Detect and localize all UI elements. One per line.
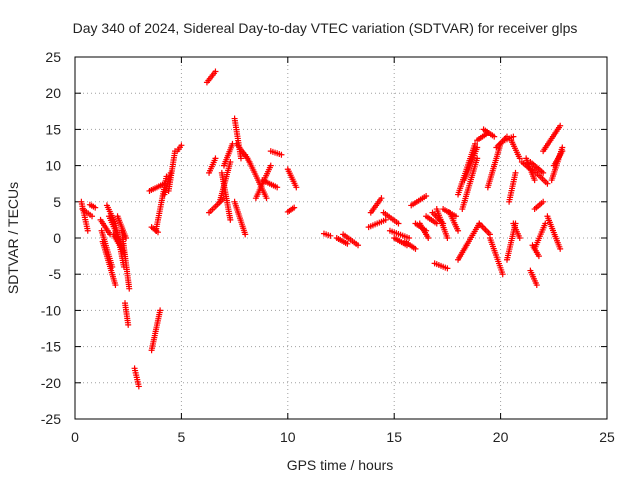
data-point [544,180,551,187]
data-point [123,235,130,241]
data-point [542,220,549,227]
data-points [78,68,566,390]
plot-frame [74,56,608,420]
data-point [263,195,270,202]
x-tick-label: 25 [599,429,615,445]
y-axis-label: SDTVAR / TECUs [5,182,21,294]
data-point [382,216,389,223]
data-point [126,285,133,292]
data-point [274,184,281,191]
data-point [516,155,523,162]
data-point [293,184,300,191]
data-point [89,213,96,220]
data-point [112,282,119,289]
data-point [516,235,523,241]
y-tick-label: 15 [45,121,61,137]
data-point [444,265,451,272]
data-point [212,68,219,75]
y-tick-labels: -25 -20 -15 -10 -5 0 5 10 15 20 25 [41,49,61,427]
y-tick-label: -25 [41,411,61,427]
data-point [355,242,362,249]
y-tick-label: 5 [53,194,61,210]
data-point [455,227,462,234]
data-point [499,271,506,278]
data-point [510,133,517,140]
data-point [540,198,547,205]
data-point [406,235,413,241]
data-point [535,253,542,260]
y-tick-label: 25 [45,49,61,65]
x-tick-label: 15 [386,429,402,445]
data-point [557,245,564,252]
data-point [327,232,334,239]
data-point [242,231,249,238]
x-tick-labels: 0 5 10 15 20 25 [71,429,615,445]
data-point [378,195,385,202]
data-point [533,282,540,289]
data-point [125,321,132,328]
data-point [412,245,419,252]
data-point [433,220,440,227]
x-tick-label: 20 [493,429,509,445]
data-point [474,144,481,151]
data-point [212,155,219,162]
data-point [557,122,564,129]
y-tick-label: -5 [49,266,62,282]
x-axis-label: GPS time / hours [287,457,394,473]
data-point [512,169,519,176]
data-point [423,193,430,200]
data-point [178,142,185,149]
y-tick-label: 20 [45,85,61,101]
y-tick-label: -20 [41,375,61,391]
data-point [559,148,566,155]
data-point [472,140,479,147]
chart-title: Day 340 of 2024, Sidereal Day-to-day VTE… [73,20,578,36]
x-tick-label: 10 [280,429,296,445]
data-point [267,162,274,169]
data-point [491,133,498,140]
grid-lines [75,57,607,419]
data-point [344,240,351,247]
data-point [291,204,298,211]
data-point [531,177,538,184]
data-point [227,216,234,223]
x-tick-label: 0 [71,429,79,445]
data-point [157,307,164,314]
data-point [84,227,91,234]
y-tick-label: -15 [41,339,61,355]
data-point [92,204,99,211]
data-point [444,235,451,241]
x-tick-label: 5 [178,429,186,445]
data-point [237,155,244,162]
y-tick-label: 0 [53,230,61,246]
data-point [540,169,547,176]
data-point [425,235,432,241]
data-point [395,220,402,227]
data-point [474,155,481,162]
y-tick-label: -10 [41,302,61,318]
data-point [135,383,142,390]
data-point [278,151,285,158]
y-tick-label: 10 [45,158,61,174]
